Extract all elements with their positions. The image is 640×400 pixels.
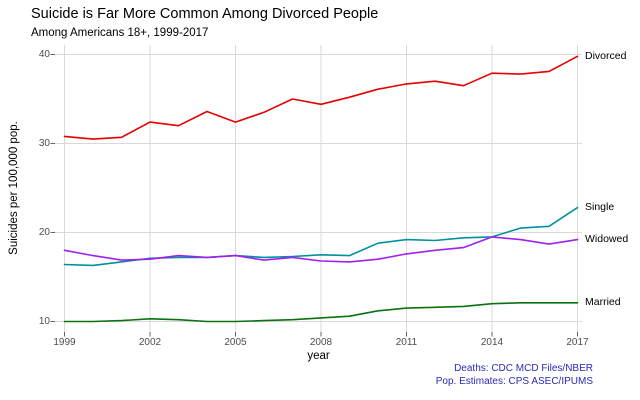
x-tick-label: 2011 xyxy=(395,337,418,348)
y-tick-label: 10 xyxy=(38,315,50,327)
chart-subtitle: Among Americans 18+, 1999-2017 xyxy=(31,27,209,39)
x-axis-title: year xyxy=(307,350,330,362)
series-label-divorced: Divorced xyxy=(585,49,627,62)
source-caption: Deaths: CDC MCD Files/NBER Pop. Estimate… xyxy=(436,363,593,388)
x-tick-label: 2005 xyxy=(224,337,247,348)
series-label-married: Married xyxy=(585,296,621,309)
x-tick-label: 2002 xyxy=(138,337,162,348)
chart-title: Suicide is Far More Common Among Divorce… xyxy=(31,6,379,22)
x-tick-label: 2008 xyxy=(309,337,333,348)
line-divorced xyxy=(63,55,579,140)
line-married xyxy=(63,301,579,323)
x-tick-label: 2014 xyxy=(480,337,504,348)
y-tick-label: 30 xyxy=(38,137,50,149)
y-tick-label: 40 xyxy=(38,48,50,60)
y-tick-label: 20 xyxy=(38,226,50,238)
series-label-single: Single xyxy=(585,201,615,214)
caption-line-deaths: Deaths: CDC MCD Files/NBER xyxy=(454,363,593,374)
series-label-widowed: Widowed xyxy=(585,233,629,246)
line-widowed xyxy=(63,236,579,263)
caption-line-pop: Pop. Estimates: CPS ASEC/IPUMS xyxy=(435,375,593,387)
x-tick-label: 2017 xyxy=(566,337,589,348)
x-tick-label: 1999 xyxy=(53,337,76,348)
